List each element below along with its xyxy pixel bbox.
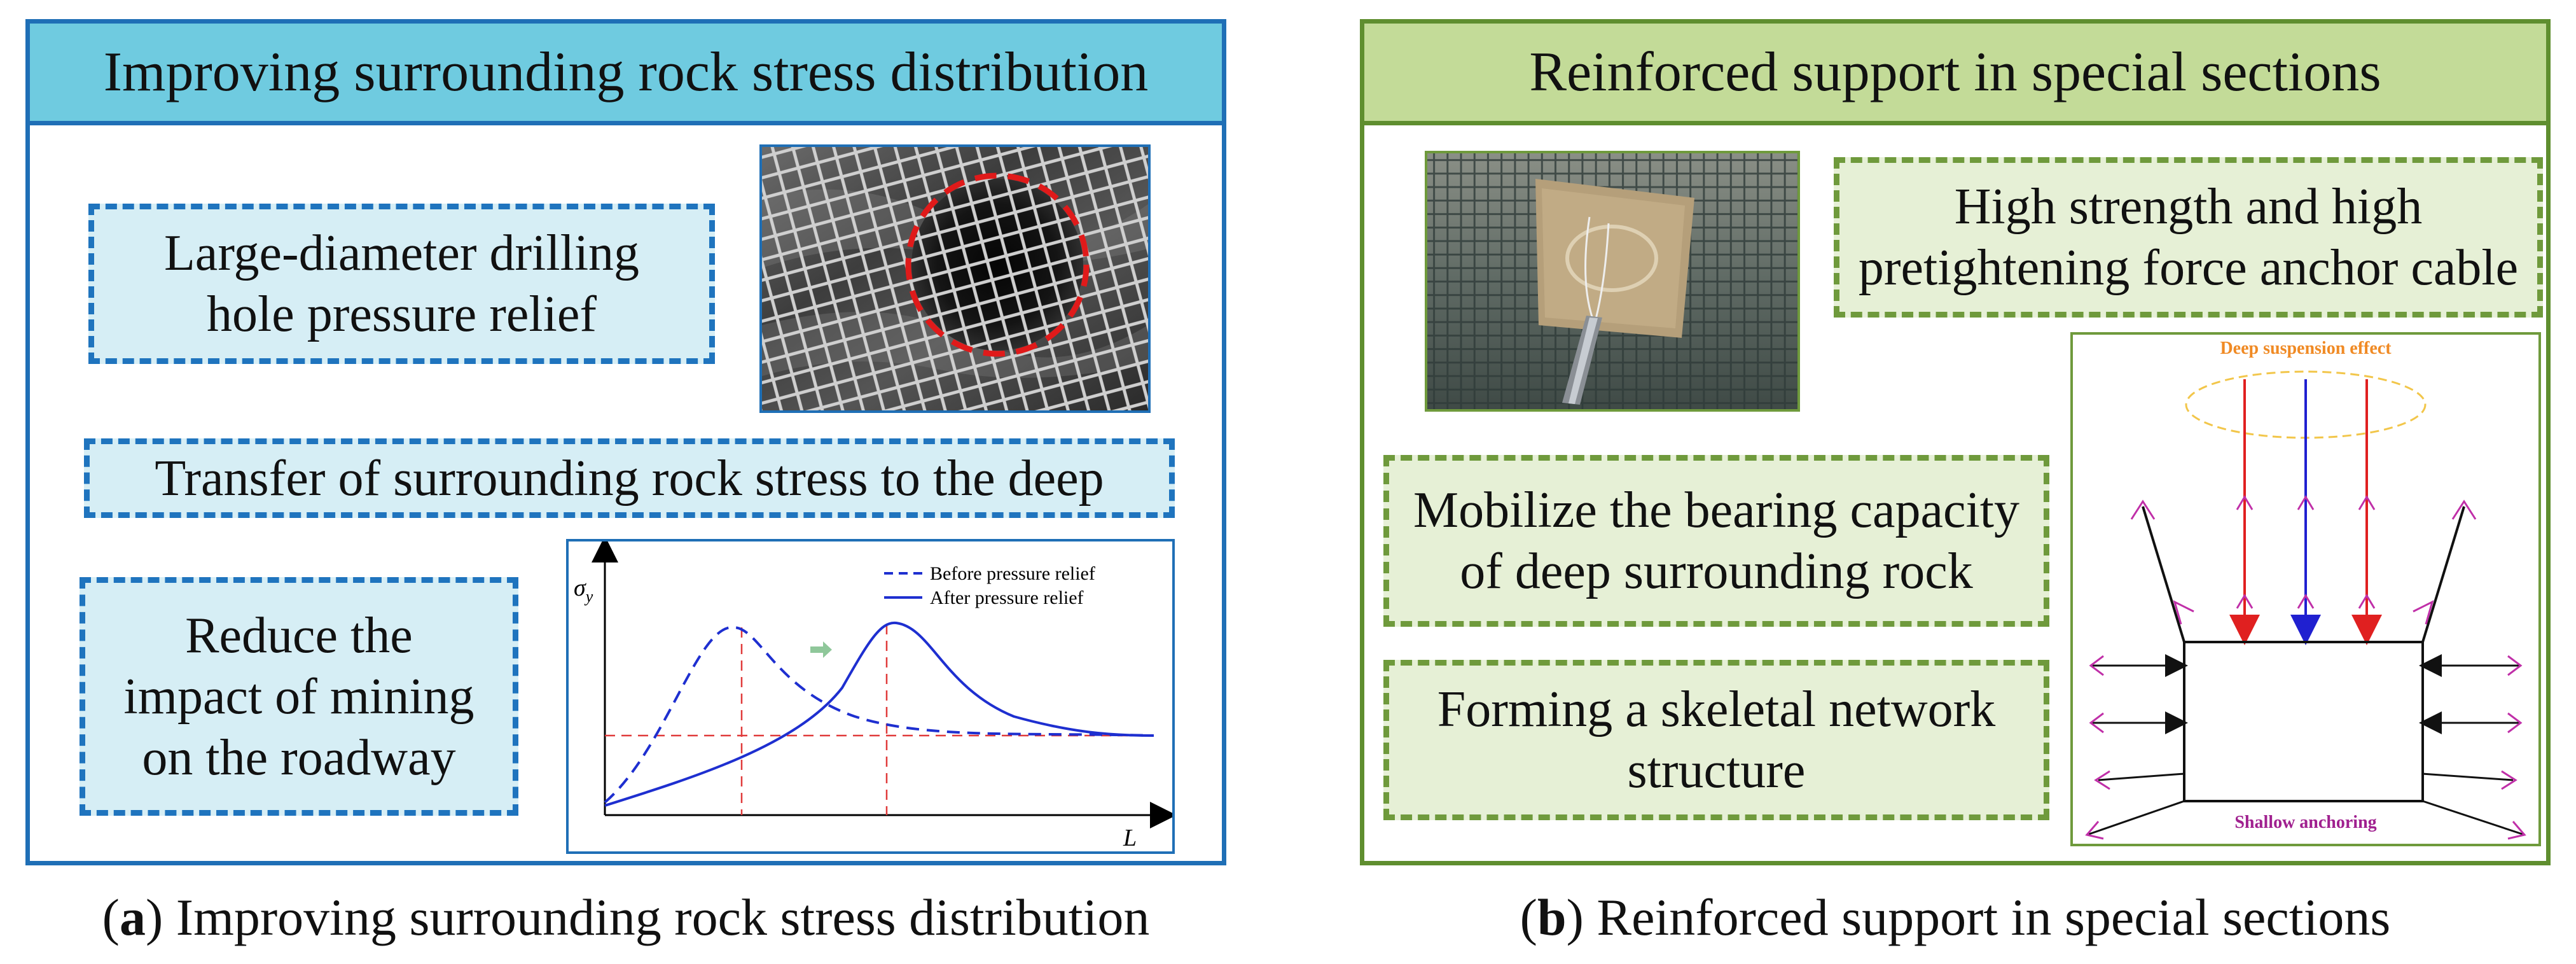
bolt-end-icon: [2094, 770, 2110, 790]
drilling-box-line-1: Large-diameter drilling: [163, 225, 640, 281]
bolt-end-icon: [2507, 821, 2526, 840]
legend-before-label: Before pressure relief: [930, 563, 1095, 584]
corner-bolt-bottom-right: [2422, 800, 2523, 835]
caption-b-letter: b: [1537, 888, 1567, 946]
shift-arrow-icon: [810, 641, 832, 658]
bolt-end-icon: [2173, 600, 2194, 625]
drilling-hole-image: [762, 147, 1148, 410]
y-axis-label: σy: [574, 575, 593, 606]
mobilize-box-line-2: of deep surrounding rock: [1460, 543, 1973, 599]
anchor-cable-box: High strength and high pretightening for…: [1834, 157, 2543, 318]
reduce-box-line-3: on the roadway: [142, 729, 456, 786]
skeletal-box-line-1: Forming a skeletal network: [1437, 681, 1996, 737]
panel-a-header: Improving surrounding rock stress distri…: [30, 24, 1222, 125]
cable-box-line-2: pretightening force anchor cable: [1858, 240, 2519, 296]
mobilize-box-line-1: Mobilize the bearing capacity: [1413, 482, 2019, 538]
panel-a: Improving surrounding rock stress distri…: [25, 19, 1226, 865]
bolt-end-icon: [2089, 712, 2104, 734]
stress-transfer-box: Transfer of surrounding rock stress to t…: [84, 438, 1175, 518]
tension-arrow-icon: [2297, 495, 2315, 510]
drilling-box-line-2: hole pressure relief: [206, 286, 597, 342]
bolt-end-icon: [2501, 770, 2517, 790]
side-bolt-right-3: [2422, 772, 2514, 781]
tension-arrow-icon: [2236, 594, 2254, 609]
deep-suspension-label: Deep suspension effect: [2220, 339, 2392, 358]
drilling-pressure-relief-box: Large-diameter drilling hole pressure re…: [88, 204, 715, 364]
reduce-mining-impact-box: Reduce the impact of mining on the roadw…: [80, 577, 518, 816]
caption-a-letter: a: [119, 888, 146, 946]
caption-a: (a) Improving surrounding rock stress di…: [102, 888, 1150, 946]
reduce-box-line-2: impact of mining: [123, 668, 474, 725]
support-mechanism-diagram: Deep suspension effect: [2070, 332, 2541, 846]
stress-distribution-chart: σy L Before pressure relief After pressu…: [566, 539, 1175, 854]
roadway-section: [2183, 641, 2424, 802]
curve-before-pressure-relief: [604, 625, 1154, 804]
bolt-end-icon: [2085, 821, 2104, 840]
bolt-end-icon: [2130, 499, 2156, 520]
panel-b: Reinforced support in special sections: [1360, 19, 2551, 865]
corner-bolt-top-right: [2421, 506, 2465, 643]
skeletal-network-box: Forming a skeletal network structure: [1383, 660, 2049, 820]
tension-arrow-icon: [2358, 495, 2376, 510]
corner-bolt-bottom-left: [2088, 800, 2185, 835]
bolt-end-icon: [2507, 655, 2523, 676]
anchor-cable-photo: [1425, 151, 1800, 412]
bolt-end-icon: [2507, 712, 2523, 734]
x-axis-label: L: [1123, 825, 1137, 851]
corner-bolt-top-left: [2142, 506, 2185, 643]
reduce-box-line-1: Reduce the: [185, 607, 413, 664]
drilling-hole-photo: [759, 144, 1151, 413]
caption-a-text: Improving surrounding rock stress distri…: [176, 888, 1150, 946]
cable-box-line-1: High strength and high: [1954, 179, 2423, 235]
anchor-cable-image: [1427, 153, 1797, 409]
tension-arrow-icon: [2297, 594, 2315, 609]
mobilize-bearing-capacity-box: Mobilize the bearing capacity of deep su…: [1383, 455, 2049, 627]
legend-after-label: After pressure relief: [930, 587, 1084, 608]
side-bolt-left-3: [2098, 772, 2185, 781]
panel-b-header: Reinforced support in special sections: [1364, 24, 2546, 125]
caption-b: (b) Reinforced support in special sectio…: [1520, 888, 2391, 946]
tension-arrow-icon: [2236, 495, 2254, 510]
bolt-end-icon: [2451, 499, 2477, 520]
bolt-end-icon: [2413, 600, 2434, 625]
caption-b-text: Reinforced support in special sections: [1596, 888, 2391, 946]
bolt-end-icon: [2089, 655, 2104, 676]
curve-after-pressure-relief: [604, 621, 1154, 807]
skeletal-box-line-2: structure: [1627, 743, 1806, 799]
tension-arrow-icon: [2358, 594, 2376, 609]
shallow-anchoring-label: Shallow anchoring: [2234, 813, 2376, 832]
